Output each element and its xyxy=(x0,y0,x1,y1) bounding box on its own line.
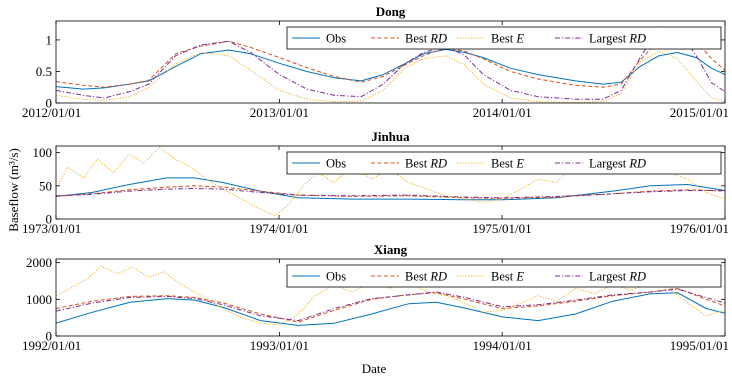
series-line-largest-rd xyxy=(56,188,725,199)
legend-box xyxy=(286,264,722,288)
legend-label: Obs xyxy=(326,157,346,171)
series-line-obs xyxy=(56,292,725,326)
y-axis-label: Baseflow (m³/s) xyxy=(6,148,21,232)
y-tick-label: 2000 xyxy=(26,255,52,270)
series-line-best-e xyxy=(56,265,725,326)
legend-label: Best RD xyxy=(405,32,447,46)
legend-box xyxy=(286,26,722,50)
x-axis-label: Date xyxy=(362,361,387,376)
series-line-largest-rd xyxy=(56,288,725,322)
series-line-obs xyxy=(56,177,725,201)
series-line-best-rd xyxy=(56,185,725,199)
panel-xiang: Xiang 0 1000 2000 1992/01/01 1993/01/01 1994/0… xyxy=(22,242,729,353)
legend-label: Obs xyxy=(326,270,346,284)
legend-label: Largest RD xyxy=(589,270,646,284)
series-line-best-rd xyxy=(56,287,725,323)
y-tick-label: 0.5 xyxy=(36,64,52,79)
legend-label: Best E xyxy=(491,32,524,46)
legend-label: Largest RD xyxy=(589,32,646,46)
panel-jinhua: Jinhua 0 50 100 1973/01/01 1974/01/01 1975/01/… xyxy=(22,129,729,236)
panel-title: Dong xyxy=(376,4,406,19)
axes-box xyxy=(55,258,726,337)
x-tick-label: 1973/01/01 xyxy=(22,221,81,236)
series-line-largest-rd xyxy=(56,26,725,100)
series-group xyxy=(56,265,725,326)
x-tick-label: 1975/01/01 xyxy=(472,221,531,236)
axes-box xyxy=(55,145,726,220)
y-tick-label: 1000 xyxy=(26,292,52,307)
panel-dong: Dong 0 0.5 1 2012/01/01 2013/01/01 2014/01/01 2… xyxy=(22,4,729,120)
legend-label: Largest RD xyxy=(589,157,646,171)
panel-title: Xiang xyxy=(374,242,408,257)
x-tick-label: 2014/01/01 xyxy=(473,105,532,120)
legend-label: Obs xyxy=(326,32,346,46)
y-tick-label: 100 xyxy=(33,145,53,160)
y-tick-label: 0 xyxy=(46,329,53,344)
x-tick-label: 2015/01/01 xyxy=(670,105,729,120)
x-tick-label: 1994/01/01 xyxy=(473,338,532,353)
series-line-best-e xyxy=(56,50,725,103)
series-group xyxy=(56,26,725,103)
x-tick-label: 1974/01/01 xyxy=(249,221,308,236)
axes-box xyxy=(55,20,726,104)
y-tick-label: 0 xyxy=(46,96,53,111)
series-line-obs xyxy=(56,48,725,90)
x-tick-label: 1976/01/01 xyxy=(670,221,729,236)
legend-label: Best E xyxy=(491,270,524,284)
y-tick-label: 1 xyxy=(46,32,53,47)
legend: Obs Best RD Best E Largest RD xyxy=(286,264,722,288)
x-tick-label: 1995/01/01 xyxy=(670,338,729,353)
x-tick-label: 2012/01/01 xyxy=(22,105,81,120)
y-tick-label: 50 xyxy=(39,178,52,193)
legend-label: Best RD xyxy=(405,157,447,171)
series-line-best-rd xyxy=(56,34,725,88)
y-tick-label: 0 xyxy=(46,212,53,227)
x-tick-label: 1992/01/01 xyxy=(22,338,81,353)
legend: Obs Best RD Best E Largest RD xyxy=(286,26,722,50)
legend-box xyxy=(286,151,722,175)
x-tick-label: 2013/01/01 xyxy=(250,105,309,120)
x-tick-label: 1993/01/01 xyxy=(250,338,309,353)
legend-label: Best E xyxy=(491,157,524,171)
panel-title: Jinhua xyxy=(371,129,410,144)
legend-label: Best RD xyxy=(405,270,447,284)
legend: Obs Best RD Best E Largest RD xyxy=(286,151,722,175)
